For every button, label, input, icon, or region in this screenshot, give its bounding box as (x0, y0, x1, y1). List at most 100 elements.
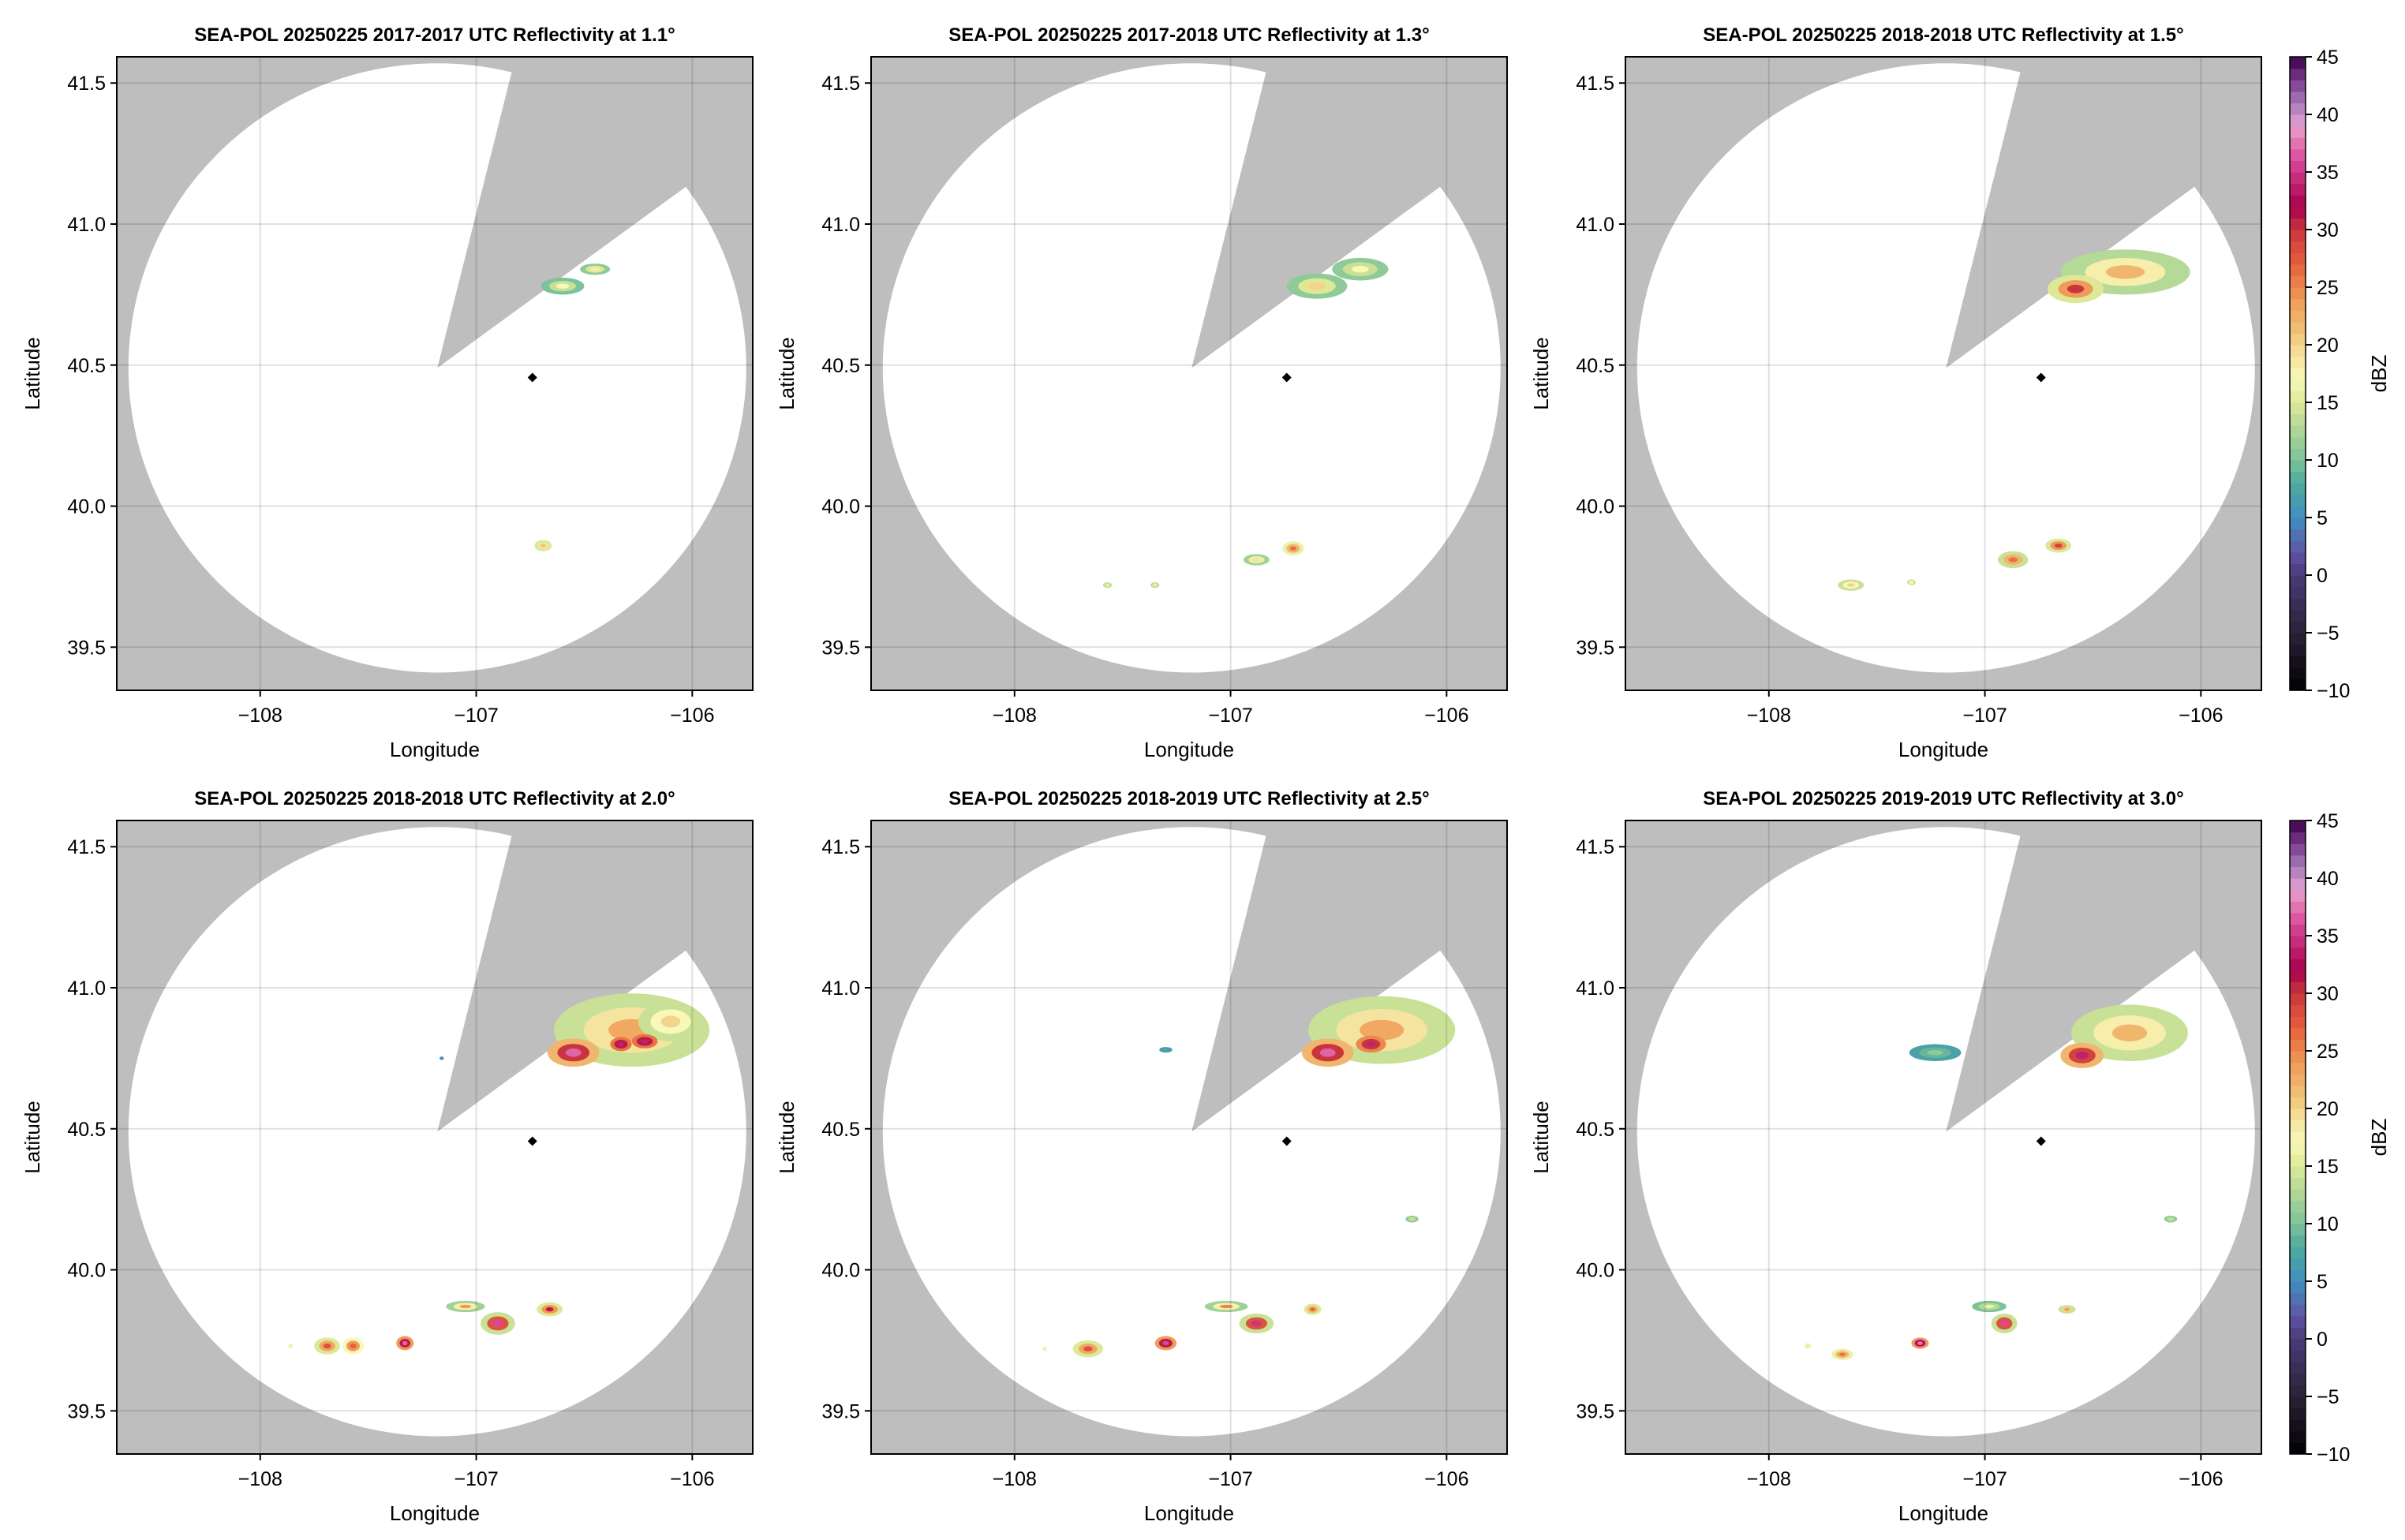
echo-cell (2071, 1004, 2188, 1061)
panel-1: −108 −107 −106 39.5 40.0 40.5 41.0 41.5 SEA-POL … (21, 24, 754, 761)
colorbar-band (2290, 287, 2306, 300)
colorbar-band (2290, 483, 2306, 495)
site-marker-icon (1281, 372, 1292, 383)
colorbar-band (2290, 1407, 2306, 1420)
colorbar-tick-label: −5 (2317, 1386, 2340, 1408)
colorbar-band (2290, 1373, 2306, 1385)
y-axis-label: Latitude (21, 1101, 44, 1174)
echo-layer-18dbz (1806, 1344, 1810, 1348)
colorbar-band (2290, 448, 2306, 461)
colorbar-band (2290, 183, 2306, 196)
y-tick-label: 40.0 (67, 496, 106, 518)
echo-layer-37dbz (402, 1340, 408, 1346)
echo-cell (540, 277, 585, 295)
colorbar-tick-label: 45 (2317, 810, 2339, 832)
echo-layer-27dbz (1310, 1307, 1315, 1311)
colorbar-band (2290, 1016, 2306, 1029)
colorbar-band (2290, 924, 2306, 936)
y-tick-label: 40.0 (1576, 496, 1614, 518)
colorbar-band (2290, 1200, 2306, 1213)
colorbar-band (2290, 195, 2306, 207)
colorbar-band (2290, 1235, 2306, 1247)
colorbar-band (2290, 57, 2306, 69)
plot-area (1625, 820, 2261, 1454)
colorbar-label: dBZ (2367, 1119, 2391, 1157)
echo-layer-22dbz (2105, 265, 2145, 279)
y-tick-label: 41.0 (1576, 977, 1614, 1000)
y-tick-label: 41.5 (1576, 73, 1614, 95)
echo-cell (1150, 582, 1160, 589)
echo-cell (1072, 1340, 1104, 1358)
colorbar-band (2290, 1119, 2306, 1132)
colorbar-band (2290, 402, 2306, 415)
y-tick-label: 41.5 (67, 836, 106, 858)
x-tick-label: −108 (1747, 1468, 1791, 1490)
colorbar-band (2290, 1362, 2306, 1374)
y-tick-label: 39.5 (1576, 637, 1614, 659)
colorbar-tick-label: 40 (2317, 868, 2339, 890)
colorbar-band (2290, 1269, 2306, 1282)
echo-cell (1159, 1047, 1173, 1053)
y-tick-label: 40.5 (67, 1119, 106, 1141)
echo-layer-19dbz (1252, 558, 1261, 562)
echo-layer-16dbz (1984, 1304, 1995, 1309)
echo-cell (1239, 1313, 1274, 1333)
blocked-sector (1946, 820, 2261, 1132)
echo-layer-28dbz (1083, 1346, 1093, 1351)
echo-cell (2058, 1305, 2076, 1314)
colorbar-band (2290, 506, 2306, 518)
colorbar-band (2290, 1074, 2306, 1086)
echo-cell (631, 1034, 658, 1048)
colorbar-band (2290, 820, 2306, 833)
colorbar-band (2290, 413, 2306, 426)
colorbar-tick-label: 25 (2317, 277, 2339, 299)
colorbar-band (2290, 345, 2306, 357)
echo-layer-5dbz (439, 1056, 443, 1060)
blocked-sector (1191, 820, 1507, 1132)
colorbar-band (2290, 1108, 2306, 1121)
panel-3: −108 −107 −106 39.5 40.0 40.5 41.0 41.5 SEA-POL … (1529, 24, 2262, 761)
echo-cell (288, 1344, 293, 1348)
y-tick-label: 40.5 (1576, 355, 1614, 377)
y-tick-label: 40.0 (1576, 1260, 1614, 1282)
echo-cell (2045, 538, 2072, 553)
colorbar-band (2290, 854, 2306, 867)
echo-cell (610, 1037, 632, 1052)
colorbar-band (2290, 656, 2306, 668)
site-marker-icon (1281, 1136, 1292, 1146)
x-tick-label: −107 (1962, 1468, 2007, 1490)
plot-area (1625, 57, 2261, 690)
colorbar-label: dBZ (2367, 355, 2391, 393)
axes-frame (1625, 820, 2262, 1455)
echo-layer-20dbz (1307, 282, 1326, 290)
echo-cell (1356, 1035, 1386, 1053)
colorbar-band (2290, 379, 2306, 391)
colorbar-band (2290, 241, 2306, 253)
echo-layer-25dbz (1219, 1304, 1233, 1309)
colorbar-band (2290, 321, 2306, 334)
y-tick-label: 41.5 (821, 73, 860, 95)
echo-layer-21dbz (540, 544, 546, 548)
x-tick-label: −107 (454, 1468, 498, 1490)
axes-frame (870, 820, 1508, 1455)
echo-layer-18dbz (289, 1344, 293, 1348)
colorbar-band (2290, 621, 2306, 634)
echo-cell (1907, 579, 1916, 585)
colorbar-band (2290, 298, 2306, 311)
colorbar-tick-label: 45 (2317, 47, 2339, 69)
echo-cell (1804, 1343, 1812, 1349)
y-tick-label: 41.0 (821, 214, 860, 236)
plot-area (871, 820, 1507, 1454)
colorbar-band (2290, 1385, 2306, 1397)
y-axis-label: Latitude (775, 1101, 799, 1174)
echo-layer-18dbz (590, 267, 600, 271)
colorbar-band (2290, 575, 2306, 588)
colorbar-band (2290, 644, 2306, 656)
echo-layer-20dbz (660, 1015, 681, 1028)
colorbar-band (2290, 609, 2306, 622)
echo-cell (1042, 1346, 1047, 1351)
colorbar-band (2290, 586, 2306, 599)
panel-title: SEA-POL 20250225 2017-2017 UTC Reflectiv… (194, 24, 675, 46)
colorbar-band (2290, 148, 2306, 161)
plot-area (117, 820, 753, 1454)
